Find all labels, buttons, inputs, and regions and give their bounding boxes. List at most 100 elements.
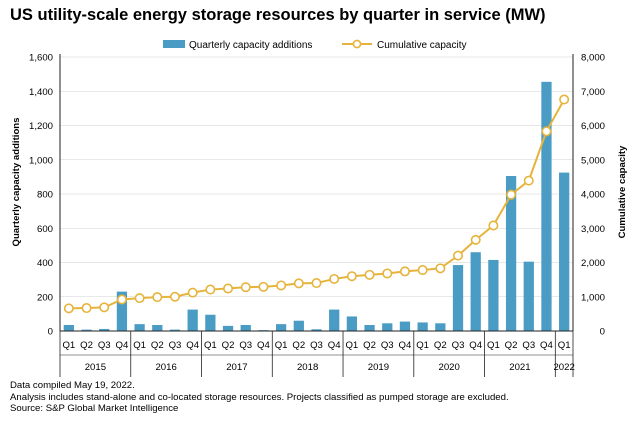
- line-point: [81, 303, 92, 314]
- line-point: [152, 292, 163, 303]
- bar: [435, 323, 446, 331]
- bar: [329, 309, 340, 331]
- quarter-label: Q2: [363, 340, 376, 351]
- quarter-label: Q1: [345, 340, 358, 351]
- left-tick-label: 600: [37, 224, 53, 235]
- quarter-label: Q4: [328, 340, 341, 351]
- bar: [63, 325, 74, 331]
- quarter-label: Q4: [540, 340, 553, 351]
- bar: [559, 172, 570, 331]
- quarter-label: Q2: [80, 340, 93, 351]
- tick-labels: 0 200 400 600 800 1,000 1,200 1,400 1,600 0 1,000 2…: [29, 53, 605, 374]
- bar: [134, 324, 145, 331]
- year-label: 2016: [155, 362, 176, 373]
- bar: [205, 314, 216, 331]
- bars: [63, 81, 570, 331]
- bar: [81, 329, 92, 331]
- left-tick-label: 1,600: [29, 53, 53, 64]
- left-tick-label: 1,000: [29, 155, 53, 166]
- line-point: [116, 294, 127, 305]
- legend-line-marker: [352, 39, 362, 49]
- bar: [116, 291, 128, 331]
- quarter-label: Q2: [222, 340, 235, 351]
- legend-bar-label: Quarterly capacity additions: [189, 40, 312, 51]
- line-point: [382, 268, 393, 279]
- line-point: [506, 189, 517, 200]
- quarter-label: Q2: [151, 340, 164, 351]
- line-point: [205, 284, 216, 295]
- bar: [346, 316, 358, 331]
- legend-line-label: Cumulative capacity: [377, 40, 466, 51]
- note-analysis: Analysis includes stand-alone and co-loc…: [10, 391, 509, 403]
- left-tick-label: 800: [37, 190, 53, 201]
- left-tick-label: 1,200: [29, 121, 53, 132]
- line-point: [169, 291, 180, 302]
- line-point: [240, 282, 251, 293]
- year-label: 2019: [368, 362, 389, 373]
- bar: [382, 323, 393, 331]
- quarter-label: Q3: [239, 340, 252, 351]
- legend-bar-swatch: [163, 40, 185, 48]
- quarter-label: Q3: [310, 340, 323, 351]
- line-point: [523, 175, 534, 186]
- right-tick-label: 7,000: [581, 87, 605, 98]
- legend: Quarterly capacity additions Cumulative …: [163, 39, 466, 51]
- left-tick-label: 1,400: [29, 87, 53, 98]
- year-label: 2022: [553, 362, 574, 373]
- quarter-label: Q2: [505, 340, 518, 351]
- quarter-label: Q1: [133, 340, 146, 351]
- bar: [523, 261, 534, 331]
- bar: [311, 329, 322, 331]
- right-tick-label: 8,000: [581, 53, 605, 64]
- quarter-label: Q1: [62, 340, 75, 351]
- line-point: [187, 287, 198, 298]
- bar: [275, 324, 287, 331]
- quarter-label: Q3: [452, 340, 465, 351]
- line-point: [134, 293, 145, 304]
- bar: [152, 325, 163, 331]
- quarter-label: Q2: [434, 340, 447, 351]
- bar: [452, 265, 464, 331]
- quarter-label: Q3: [169, 340, 182, 351]
- year-label: 2018: [297, 362, 318, 373]
- note-source: Source: S&P Global Market Intelligence: [10, 403, 179, 415]
- year-label: 2015: [85, 362, 106, 373]
- right-tick-label: 4,000: [581, 190, 605, 201]
- right-tick-label: 6,000: [581, 121, 605, 132]
- quarter-label: Q3: [381, 340, 394, 351]
- right-tick-label: 3,000: [581, 224, 605, 235]
- line-point: [435, 263, 446, 274]
- quarter-label: Q1: [487, 340, 500, 351]
- bar: [240, 325, 251, 331]
- line-point: [258, 281, 269, 292]
- quarter-label: Q1: [416, 340, 429, 351]
- line-point: [63, 303, 74, 314]
- bar: [293, 320, 304, 331]
- line-point: [559, 94, 570, 105]
- quarter-label: Q3: [522, 340, 535, 351]
- chart-title: US utility-scale energy storage resource…: [10, 6, 546, 24]
- quarter-label: Q4: [186, 340, 199, 351]
- quarter-label: Q4: [257, 340, 270, 351]
- gridlines: [60, 56, 573, 298]
- note-date: Data compiled May 19, 2022.: [10, 380, 135, 391]
- year-label: 2017: [226, 362, 247, 373]
- quarter-label: Q1: [275, 340, 288, 351]
- bar: [169, 329, 181, 331]
- bar: [399, 321, 411, 331]
- line-point: [276, 280, 287, 291]
- right-tick-label: 2,000: [581, 258, 605, 269]
- quarter-label: Q1: [204, 340, 217, 351]
- bar: [364, 325, 375, 331]
- right-tick-label: 5,000: [581, 155, 605, 166]
- bar: [187, 309, 198, 331]
- footnotes: Data compiled May 19, 2022. Analysis inc…: [10, 380, 509, 415]
- bar: [541, 81, 552, 331]
- left-tick-label: 0: [48, 327, 53, 338]
- bar: [505, 176, 517, 331]
- right-tick-label: 1,000: [581, 292, 605, 303]
- quarter-label: Q3: [98, 340, 111, 351]
- left-tick-label: 400: [37, 258, 53, 269]
- line-point: [364, 269, 375, 280]
- left-axis-label: Quarterly capacity additions: [11, 117, 22, 246]
